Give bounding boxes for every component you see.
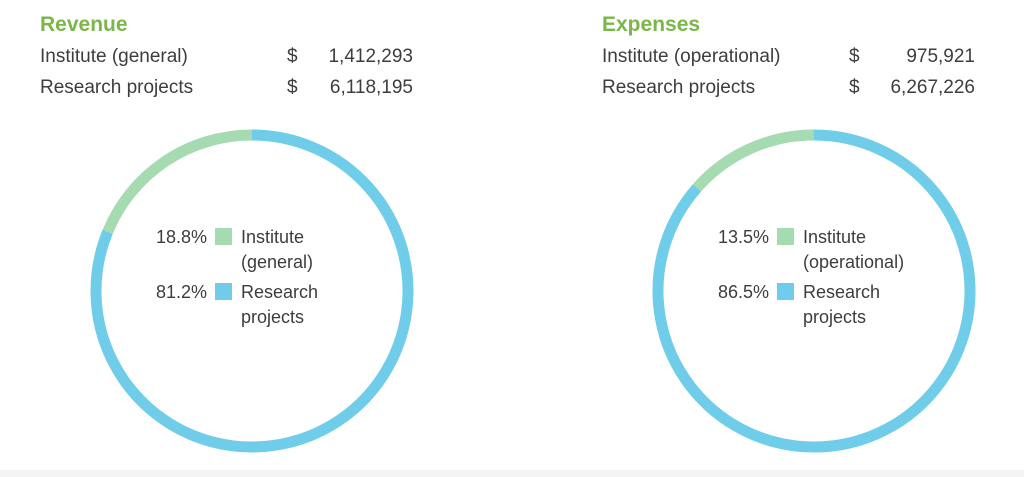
legend-label: projects: [803, 307, 866, 327]
legend-swatch: [215, 228, 232, 245]
legend-percent-label: 86.5%: [718, 282, 769, 302]
row-label: Institute (operational): [602, 46, 781, 67]
row-amount: 975,921: [906, 46, 975, 67]
legend-entry: 86.5% Research projects: [718, 282, 880, 327]
currency-symbol: $: [849, 77, 860, 98]
row-label: Research projects: [602, 77, 756, 98]
donut-slice-institute: [102, 129, 253, 234]
legend-entry: 13.5% Institute (operational): [718, 227, 904, 272]
revenue-row-institute: Institute (general) $ 1,412,293: [40, 44, 420, 70]
row-amount: 6,118,195: [329, 77, 413, 98]
legend-label: projects: [241, 307, 304, 327]
legend-label: Research: [241, 282, 318, 302]
legend-percent-label: 81.2%: [156, 282, 207, 302]
row-label: Research projects: [40, 77, 194, 98]
revenue-donut-chart: 18.8% Institute (general) 81.2% Research proj…: [90, 129, 414, 453]
panel-title: Expenses: [602, 13, 701, 36]
footer-strip: [0, 470, 1024, 477]
expenses-row-research: Research projects $ 6,267,226: [602, 75, 982, 101]
currency-symbol: $: [287, 46, 298, 67]
legend-swatch: [777, 228, 794, 245]
expenses-row-institute: Institute (operational) $ 975,921: [602, 44, 982, 70]
legend-swatch: [777, 283, 794, 300]
donut-slice-institute: [692, 129, 815, 192]
legend-label: (general): [241, 252, 313, 272]
row-amount: 1,412,293: [328, 46, 413, 67]
legend-percent-label: 18.8%: [156, 227, 207, 247]
legend-label: Research: [803, 282, 880, 302]
legend-label: Institute: [803, 227, 866, 247]
expenses-donut-chart: 13.5% Institute (operational) 86.5% Research…: [652, 129, 976, 453]
panel-title: Revenue: [40, 13, 128, 36]
legend-swatch: [215, 283, 232, 300]
expenses-panel: Expenses Institute (operational) $ 975,9…: [602, 0, 1022, 477]
legend-entry: 81.2% Research projects: [156, 282, 318, 327]
currency-symbol: $: [287, 77, 298, 98]
legend-entry: 18.8% Institute (general): [156, 227, 313, 272]
row-label: Institute (general): [40, 46, 188, 67]
revenue-panel: Revenue Institute (general) $ 1,412,293 …: [40, 0, 460, 477]
row-amount: 6,267,226: [890, 77, 975, 98]
donut-slice-research: [652, 129, 976, 453]
legend-label: (operational): [803, 252, 904, 272]
donut-slice-research: [90, 129, 414, 453]
revenue-row-research: Research projects $ 6,118,195: [40, 75, 420, 101]
legend-label: Institute: [241, 227, 304, 247]
legend-percent-label: 13.5%: [718, 227, 769, 247]
currency-symbol: $: [849, 46, 860, 67]
